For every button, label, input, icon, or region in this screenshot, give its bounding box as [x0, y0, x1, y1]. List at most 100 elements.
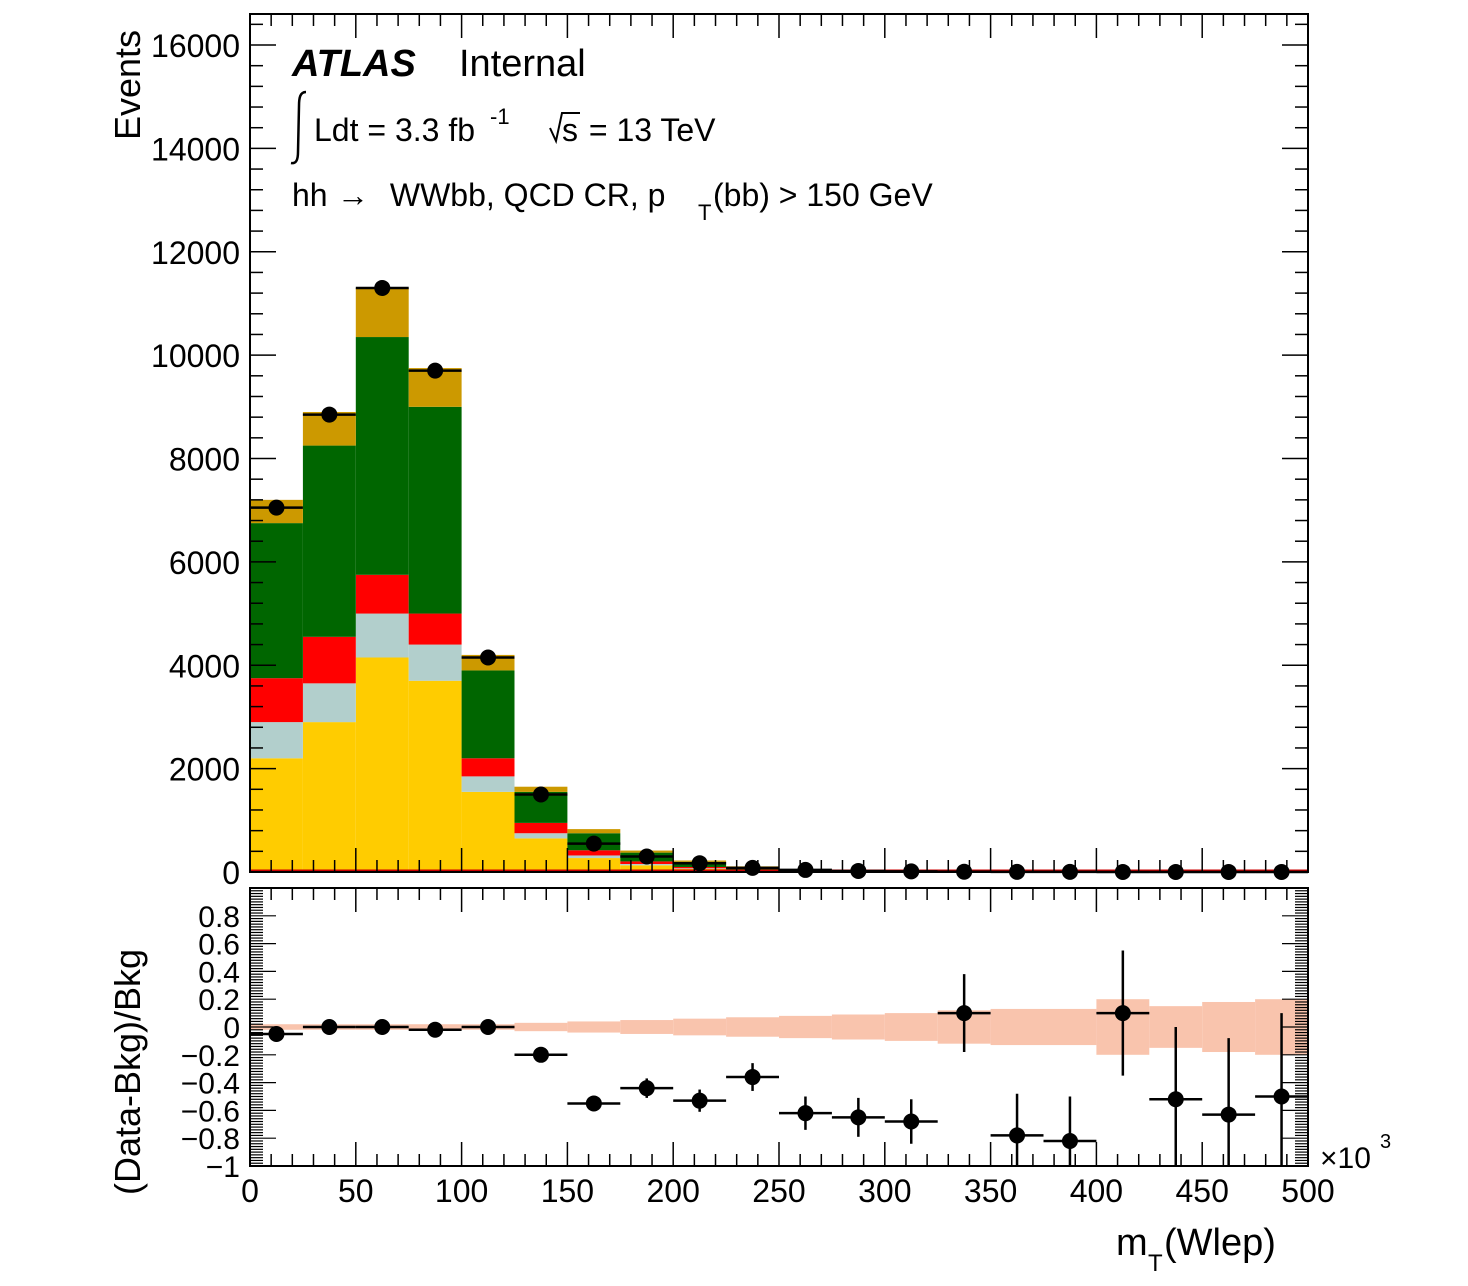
y-tick-label: 4000 [169, 648, 240, 684]
bar-segment-series-4 [355, 337, 409, 575]
energy-root-text: s [562, 112, 578, 148]
channel-prefix: hh [292, 177, 328, 213]
main-plot-frame [249, 13, 1309, 873]
ratio-point [1009, 1127, 1026, 1144]
data-point [321, 406, 338, 423]
uncertainty-band-bin [567, 1021, 621, 1033]
ratio-point [1167, 1091, 1184, 1108]
y-tick-label: 0 [222, 855, 240, 891]
uncertainty-band-bin [514, 1022, 568, 1032]
channel-mid: WWbb, QCD CR, p [381, 177, 665, 213]
ratio-point [744, 1069, 761, 1086]
bar-segment-series-1 [355, 657, 409, 872]
ratio-point [321, 1019, 338, 1035]
internal-label: Internal [459, 43, 586, 85]
bar-segment-series-3 [302, 636, 356, 684]
x-tick-label: 300 [858, 1173, 911, 1209]
bar-segment-series-3 [408, 613, 462, 645]
y-tick-label: 12000 [151, 235, 240, 271]
channel-arrow: → [337, 177, 369, 213]
channel-sub: T [698, 200, 711, 225]
luminosity-exponent: -1 [490, 104, 510, 129]
bar-segment-series-4 [250, 523, 303, 679]
bar-segment-series-3 [355, 574, 409, 614]
bar-segment-series-2 [302, 683, 356, 723]
data-point [585, 835, 602, 852]
ratio-point [638, 1080, 655, 1097]
x-axis-label-sub: T [1148, 1250, 1163, 1277]
x-tick-label: 250 [752, 1173, 805, 1209]
ratio-y-tick-label: −0.2 [181, 1040, 240, 1073]
bar-segment-series-2 [408, 644, 462, 681]
energy-text: = 13 TeV [580, 112, 716, 148]
data-point [427, 362, 444, 379]
sqrt-sign [549, 112, 580, 145]
ratio-point [427, 1021, 444, 1038]
channel-rest: (bb) > 150 GeV [713, 177, 933, 213]
x-tick-label: 200 [647, 1173, 700, 1209]
bar-segment-series-2 [250, 722, 303, 759]
ratio-point [956, 1005, 973, 1022]
ratio-point [374, 1019, 391, 1035]
ratio-point [1061, 1132, 1078, 1149]
data-point [532, 786, 549, 803]
ratio-y-tick-labels: −1−0.8−0.6−0.4−0.200.20.40.60.8 [181, 901, 240, 1184]
x-tick-labels: 0 50 100 150 200 250 300 350 400 450 500 [241, 1173, 1335, 1209]
x-tick-label: 350 [964, 1173, 1017, 1209]
uncertainty-band-bin [779, 1015, 832, 1039]
ratio-y-tick-label: 0.2 [198, 984, 240, 1017]
data-point [268, 499, 285, 516]
bar-segment-series-2 [461, 776, 515, 792]
ratio-point [1220, 1106, 1237, 1123]
stacked-histogram-bars [250, 287, 1308, 873]
uncertainty-band-bin [673, 1018, 727, 1036]
ratio-y-tick-label: 0.4 [198, 956, 240, 989]
data-point [638, 848, 655, 865]
ratio-y-tick-label: −1 [206, 1151, 240, 1184]
uncertainty-band-bin [990, 1008, 1044, 1046]
bar-segment-series-3 [461, 758, 515, 777]
channel-label: hh → WWbb, QCD CR, p T (bb) > 150 GeV [292, 177, 933, 225]
data-point [374, 279, 391, 296]
x-axis-label: m T (Wlep) [1116, 1222, 1276, 1277]
bar-segment-series-1 [620, 865, 674, 872]
ratio-point [1273, 1088, 1290, 1105]
y-tick-label: 8000 [169, 442, 240, 478]
x-tick-label: 100 [435, 1173, 488, 1209]
ratio-point [532, 1046, 549, 1063]
bar-segment-series-4 [461, 670, 515, 759]
ratio-point [850, 1109, 867, 1126]
ratio-axes [249, 887, 1309, 1167]
ratio-points [250, 950, 1308, 1166]
bar-segment-series-5 [567, 829, 621, 834]
luminosity-label: Ldt = 3.3 fb -1 s = 13 TeV [290, 90, 716, 165]
data-point [797, 861, 814, 878]
x-tick-label: 500 [1281, 1173, 1334, 1209]
ratio-panel: −1−0.8−0.6−0.4−0.200.20.40.60.8 (Data-Bk… [107, 887, 1391, 1277]
ratio-y-tick-label: 0 [223, 1012, 240, 1045]
ratio-y-tick-label: 0.6 [198, 929, 240, 962]
ratio-y-axis-label: (Data-Bkg)/Bkg [107, 949, 148, 1195]
data-point [850, 862, 867, 879]
x-tick-label: 400 [1070, 1173, 1123, 1209]
x-tick-label: 0 [241, 1173, 259, 1209]
y-tick-label: 16000 [151, 28, 240, 64]
bar-segment-series-5 [355, 287, 409, 338]
main-y-tick-labels: 0 2000 4000 6000 8000 10000 12000 14000 16000 [151, 28, 240, 891]
x-tick-label: 50 [338, 1173, 374, 1209]
ratio-point [1114, 1005, 1131, 1022]
ratio-point [903, 1113, 920, 1130]
uncertainty-band-bin [726, 1017, 779, 1037]
main-axes [249, 14, 1309, 873]
x-axis-label-rest: (Wlep) [1164, 1222, 1276, 1264]
ratio-point [797, 1105, 814, 1122]
bar-segment-series-3 [567, 850, 621, 856]
y-tick-label: 14000 [151, 131, 240, 167]
bar-segment-series-1 [567, 858, 621, 872]
data-point [480, 649, 497, 666]
luminosity-text: Ldt = 3.3 fb [314, 112, 475, 148]
main-y-axis-label: Events [107, 30, 148, 140]
bar-segment-series-3 [250, 678, 303, 723]
ratio-point [268, 1025, 285, 1042]
